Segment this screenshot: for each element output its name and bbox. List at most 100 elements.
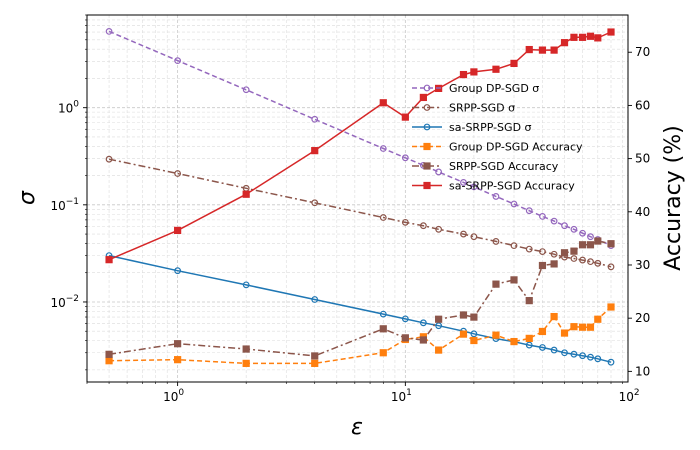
data-point	[561, 349, 568, 357]
x-tick-label: 100	[163, 388, 184, 404]
data-point	[550, 46, 558, 54]
data-point	[539, 213, 546, 220]
data-point	[578, 241, 587, 249]
series-5	[105, 28, 615, 264]
x-tick-label: 102	[619, 388, 640, 404]
legend-swatch-marker	[423, 84, 431, 92]
data-point	[550, 312, 558, 321]
data-point	[570, 255, 578, 262]
data-point	[470, 183, 478, 191]
data-point	[379, 99, 387, 107]
data-point	[525, 297, 533, 305]
data-point	[525, 245, 533, 253]
legend-entry: sa-SRPP-SGD σ	[412, 121, 532, 134]
series-4	[105, 237, 615, 360]
x-tick-base: 10	[163, 390, 178, 404]
data-point	[311, 115, 319, 123]
data-point	[570, 225, 578, 233]
data-point	[538, 261, 547, 270]
data-point	[594, 259, 602, 267]
left-y-tick-exponent: 0	[73, 100, 79, 110]
data-point	[459, 330, 468, 338]
data-point	[492, 280, 500, 288]
data-point	[586, 323, 595, 331]
data-point	[539, 248, 546, 256]
data-point	[311, 352, 319, 360]
data-point	[174, 340, 182, 348]
data-point	[570, 323, 578, 331]
legend-swatch-marker	[423, 181, 431, 190]
data-point	[401, 218, 409, 226]
data-point	[587, 233, 594, 241]
grid	[86, 14, 628, 382]
series-3	[105, 303, 615, 367]
data-point	[242, 281, 250, 289]
data-point	[570, 350, 578, 358]
legend-label: Group DP-SGD Accuracy	[449, 141, 583, 154]
data-point	[607, 28, 615, 36]
data-point	[492, 193, 500, 200]
data-point	[550, 217, 558, 225]
data-point	[470, 330, 478, 338]
x-tick-label: 101	[391, 388, 412, 404]
data-point	[607, 263, 615, 271]
data-point	[470, 233, 478, 241]
data-point	[401, 334, 409, 342]
data-point	[578, 323, 587, 331]
data-point	[435, 225, 443, 233]
data-point	[560, 329, 569, 337]
data-point	[379, 214, 387, 221]
series-1	[105, 155, 615, 271]
data-point	[174, 170, 182, 177]
data-point	[570, 247, 578, 255]
data-point	[510, 242, 518, 250]
legend-entry: SRPP-SGD σ	[412, 102, 515, 115]
data-point	[459, 311, 468, 319]
data-point	[435, 315, 443, 323]
x-tick-base: 10	[619, 390, 634, 404]
data-point	[242, 359, 250, 367]
data-point	[311, 296, 319, 303]
right-y-tick-label: 10	[635, 364, 650, 378]
data-point	[570, 33, 578, 41]
data-point	[105, 155, 113, 163]
data-point	[460, 179, 467, 186]
legend-swatch-marker	[423, 142, 431, 151]
data-point	[105, 256, 113, 264]
data-point	[579, 352, 586, 360]
left-y-tick-label: 100	[58, 100, 79, 116]
data-point	[470, 68, 478, 76]
data-point	[579, 256, 586, 264]
data-point	[379, 349, 387, 357]
data-point	[419, 222, 427, 230]
data-point	[594, 34, 602, 42]
series-line	[108, 240, 612, 357]
data-point	[538, 46, 547, 54]
x-tick-exponent: 0	[178, 388, 184, 398]
left-y-tick-base: 10	[50, 199, 65, 213]
data-point	[242, 86, 250, 94]
data-point	[470, 313, 478, 321]
data-point	[174, 356, 182, 364]
data-point	[587, 353, 594, 361]
data-point	[586, 32, 595, 40]
data-point	[419, 93, 427, 102]
left-y-tick-label: 10−1	[50, 197, 79, 213]
series-line	[109, 306, 612, 365]
data-point	[492, 65, 500, 73]
data-point	[242, 190, 250, 198]
data-point	[460, 230, 467, 238]
data-point	[311, 359, 319, 367]
data-point	[492, 238, 500, 245]
left-y-axis-label: σ	[15, 190, 40, 205]
data-point	[550, 260, 558, 268]
x-tick-base: 10	[391, 390, 406, 404]
legend-label: sa-SRPP-SGD σ	[449, 121, 532, 134]
data-point	[470, 336, 478, 345]
legend-swatch-marker	[423, 162, 431, 170]
legend: Group DP-SGD σ SRPP-SGD σ sa-SRPP-SGD σ Gro…	[412, 82, 583, 193]
legend-entry: Group DP-SGD Accuracy	[412, 141, 583, 154]
data-point	[401, 113, 409, 121]
data-point	[586, 241, 595, 249]
